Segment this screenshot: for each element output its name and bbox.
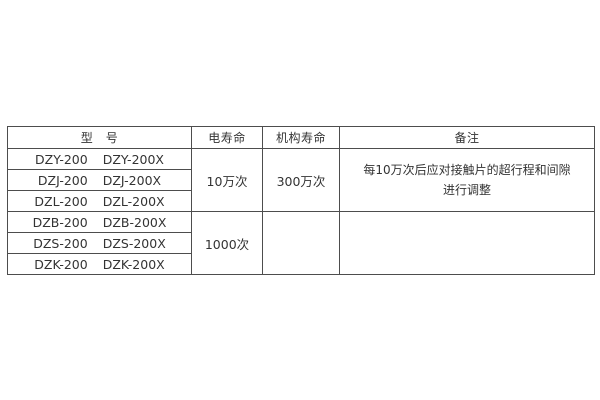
table-row: DZS-200 DZS-200X [7,232,595,254]
electrical-life-cell-group2: 1000次 [191,211,263,275]
model-name: DZS-200 [33,235,88,251]
electrical-life-cell-group1: 10万次 [191,148,263,212]
model-cell-dzb: DZB-200 DZB-200X [7,211,192,233]
model-cell-dzk: DZK-200 DZK-200X [7,253,192,275]
table-row: DZL-200 DZL-200X [7,190,595,212]
remarks-cell-group1: 每10万次后应对接触片的超行程和间隙 进行调整 [339,148,595,212]
table-row: DZB-200 DZB-200X 1000次 [7,211,595,275]
remark-line: 每10万次后应对接触片的超行程和间隙 [363,163,571,177]
model-cell-dzj: DZJ-200 DZJ-200X [7,169,192,191]
table-row: DZJ-200 DZJ-200X [7,169,595,191]
mechanism-life-cell-group1: 300万次 [262,148,340,212]
model-name: DZY-200 [35,151,88,167]
model-cell-dzy: DZY-200 DZY-200X [7,148,192,170]
spec-table: 型 号 电寿命 机构寿命 备注 DZY-200 DZY-200X 10万次 300… [7,126,595,275]
table-header-row: 型 号 电寿命 机构寿命 备注 [7,126,595,149]
model-name: DZK-200X [102,256,165,272]
model-name: DZK-200 [34,256,88,272]
col-header-mechanism-life: 机构寿命 [262,126,340,149]
model-name: DZJ-200X [102,172,162,188]
model-name: DZB-200X [102,214,167,230]
table-row: DZK-200 DZK-200X [7,253,595,275]
model-name: DZY-200X [102,151,164,167]
model-name: DZJ-200 [37,172,88,188]
model-cell-dzl: DZL-200 DZL-200X [7,190,192,212]
model-name: DZB-200 [32,214,88,230]
col-header-model: 型 号 [7,126,192,149]
model-name: DZL-200 [34,193,88,209]
col-header-electrical-life: 电寿命 [191,126,263,149]
col-header-remarks: 备注 [339,126,595,149]
mechanism-life-cell-group2 [262,211,340,275]
model-name: DZS-200X [102,235,166,251]
remark-line: 进行调整 [442,183,491,197]
model-name: DZL-200X [102,193,165,209]
model-cell-dzs: DZS-200 DZS-200X [7,232,192,254]
remarks-cell-group2 [339,211,595,275]
table-row: DZY-200 DZY-200X 10万次 300万次 每10万次后应对接触片的超… [7,148,595,212]
